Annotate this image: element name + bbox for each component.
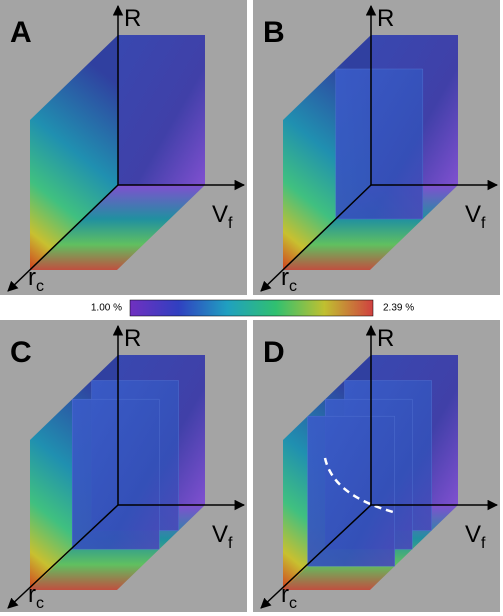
back-slice bbox=[118, 35, 205, 185]
axis-label-sub: c bbox=[289, 278, 297, 295]
axis-label-sub: c bbox=[289, 595, 297, 612]
axis-label-vertical: R bbox=[377, 325, 394, 352]
panel: C R Vf rc bbox=[0, 320, 247, 612]
dashed-curve bbox=[323, 457, 394, 514]
panel-label: A bbox=[10, 16, 32, 49]
axis-depth bbox=[7, 184, 119, 292]
axis-label-main: r bbox=[28, 581, 36, 608]
axis-label-sub: f bbox=[228, 535, 233, 552]
axis-label-depth: rc bbox=[28, 264, 44, 295]
axis-label-vertical: R bbox=[124, 325, 141, 352]
floor-slice bbox=[30, 185, 205, 270]
axis-label-sub: f bbox=[228, 215, 233, 232]
axis-label-main: r bbox=[281, 581, 289, 608]
colorbar-max: 2.39 % bbox=[383, 303, 414, 314]
panel-label: D bbox=[263, 336, 285, 369]
axis-depth bbox=[7, 504, 119, 609]
axis-label-depth: rc bbox=[281, 581, 297, 612]
axis-label-sub: c bbox=[36, 595, 44, 612]
axis-label-main: V bbox=[465, 201, 481, 228]
volume-slice bbox=[335, 68, 424, 220]
axis-label-horizontal: Vf bbox=[212, 521, 233, 552]
volume-slice bbox=[71, 398, 160, 550]
axis-label-horizontal: Vf bbox=[465, 521, 486, 552]
axis-label-sub: f bbox=[481, 215, 486, 232]
axis-label-horizontal: Vf bbox=[465, 201, 486, 232]
axis-label-main: r bbox=[281, 264, 289, 291]
panel: D R Vf rc bbox=[253, 320, 500, 612]
axis-label-horizontal: Vf bbox=[212, 201, 233, 232]
colorbar: 1.00 % 2.39 % bbox=[91, 299, 414, 317]
axis-label-main: V bbox=[212, 201, 228, 228]
colorbar-bar bbox=[129, 299, 374, 317]
side-wall bbox=[30, 35, 118, 270]
axis-label-main: V bbox=[465, 521, 481, 548]
panel-label: B bbox=[263, 16, 285, 49]
axis-label-vertical: R bbox=[124, 5, 141, 32]
axis-label-main: V bbox=[212, 521, 228, 548]
axis-label-sub: c bbox=[36, 278, 44, 295]
axis-label-vertical: R bbox=[377, 5, 394, 32]
axis-label-main: r bbox=[28, 264, 36, 291]
colorbar-min: 1.00 % bbox=[91, 303, 122, 314]
volume-slice bbox=[307, 415, 395, 567]
panel-label: C bbox=[10, 336, 32, 369]
panel: B R Vf rc bbox=[253, 0, 500, 295]
panel: A R Vf rc bbox=[0, 0, 247, 295]
axis-depth bbox=[260, 184, 372, 292]
axis-label-depth: rc bbox=[281, 264, 297, 295]
axis-depth bbox=[260, 504, 372, 609]
axis-label-depth: rc bbox=[28, 581, 44, 612]
axis-label-sub: f bbox=[481, 535, 486, 552]
